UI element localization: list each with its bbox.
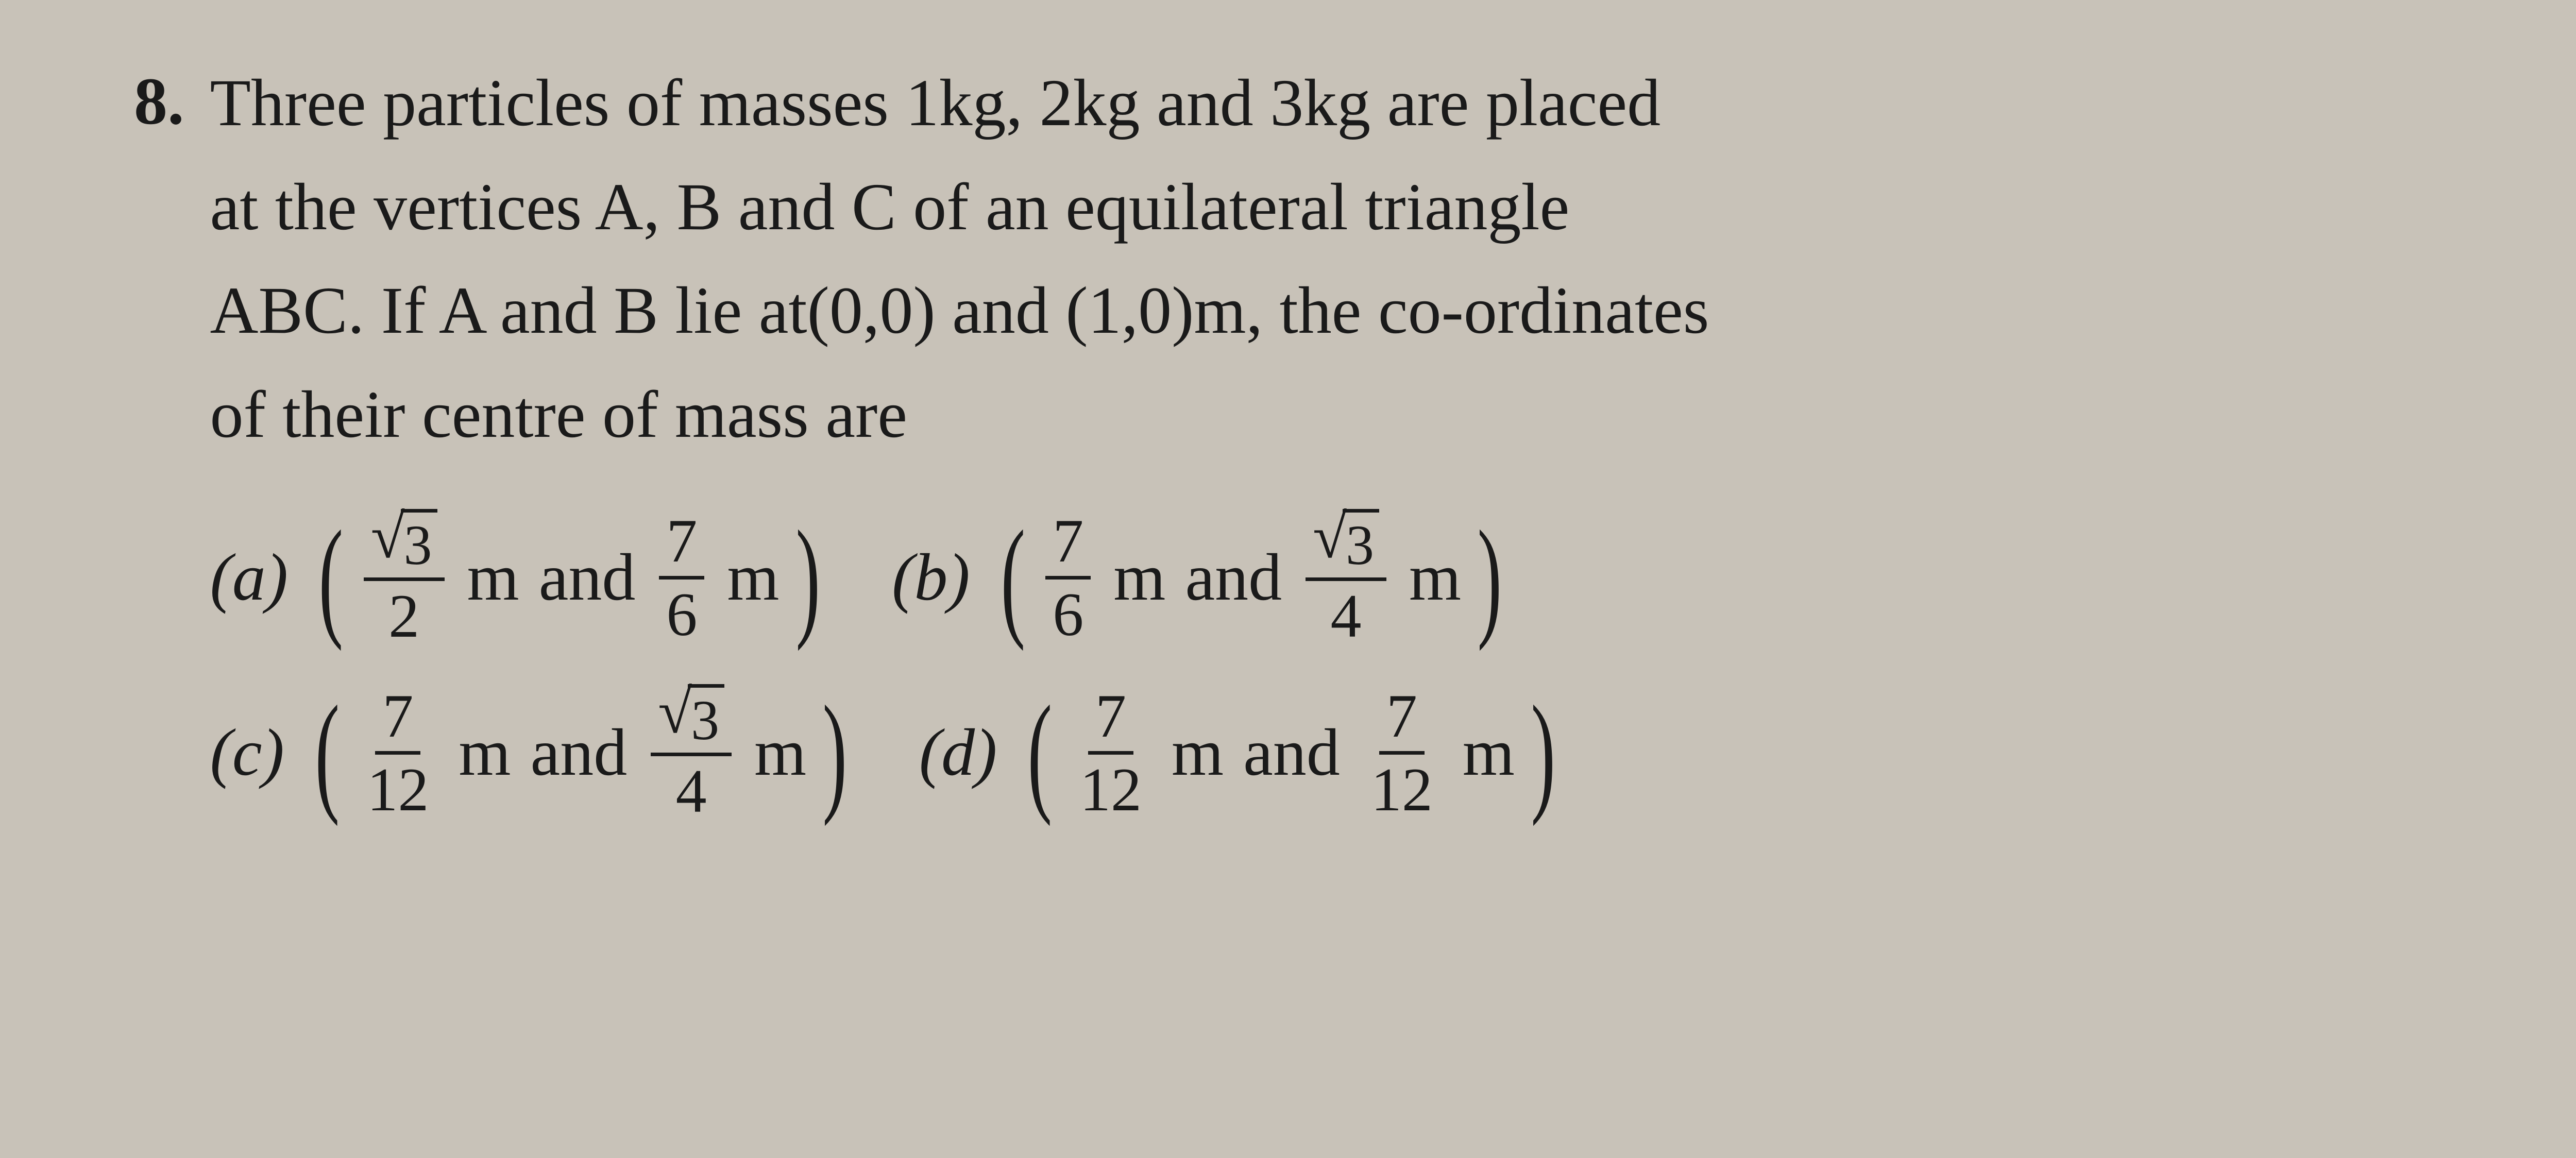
radicand: 3	[1343, 509, 1379, 573]
unit: m	[1172, 714, 1224, 791]
stem-line-2: at the vertices A, B and C of an equilat…	[210, 156, 2576, 260]
frac-den: 6	[1045, 580, 1091, 645]
unit: m	[1113, 539, 1165, 616]
option-row-1: (a) ( √ 3 2	[210, 508, 2576, 647]
option-c-label: (c)	[210, 714, 284, 791]
option-a-inner: √ 3 2 m and 7 6	[360, 508, 779, 647]
frac-num: 7	[1088, 685, 1133, 755]
option-b-frac-2: √ 3 4	[1306, 508, 1386, 647]
question-body: Three particles of masses 1kg, 2kg and 3…	[210, 52, 2576, 822]
question-wrapper: 8. Three particles of masses 1kg, 2kg an…	[134, 52, 2576, 822]
open-paren: (	[319, 524, 344, 631]
radical-icon: √	[1313, 506, 1347, 568]
frac-den: 4	[669, 756, 714, 822]
unit: m	[467, 539, 519, 616]
open-paren: (	[1028, 699, 1053, 806]
option-c-frac-2: √ 3 4	[651, 683, 732, 822]
and-text: and	[539, 539, 636, 616]
option-d-frac-1: 7 12	[1073, 685, 1149, 821]
option-a-content: ( √ 3 2 m	[309, 508, 830, 647]
option-a: (a) ( √ 3 2	[210, 508, 831, 647]
option-d: (d) ( 7 12 m and 7 12	[919, 685, 1566, 821]
and-text: and	[1185, 539, 1282, 616]
and-text: and	[1243, 714, 1340, 791]
option-b-frac-1: 7 6	[1045, 510, 1091, 645]
frac-num: 7	[1045, 510, 1091, 580]
frac-den: 2	[381, 581, 427, 647]
option-b: (b) ( 7 6 m and	[892, 508, 1512, 647]
frac-num: 7	[375, 685, 420, 755]
frac-num: √ 3	[651, 683, 732, 756]
option-b-content: ( 7 6 m and √	[991, 508, 1512, 647]
radicand: 3	[401, 509, 437, 573]
sqrt-wrap: √ 3	[1313, 508, 1379, 573]
option-b-inner: 7 6 m and √ 3	[1041, 508, 1461, 647]
frac-num: 7	[659, 510, 704, 580]
frac-den: 12	[1073, 755, 1149, 821]
option-d-label: (d)	[919, 714, 997, 791]
option-d-frac-2: 7 12	[1364, 685, 1440, 821]
frac-num: √ 3	[1306, 508, 1386, 581]
radicand: 3	[688, 684, 724, 748]
sqrt-wrap: √ 3	[371, 508, 437, 573]
close-paren: )	[823, 699, 848, 806]
option-c: (c) ( 7 12 m and	[210, 683, 857, 822]
open-paren: (	[1001, 524, 1025, 631]
question-stem: Three particles of masses 1kg, 2kg and 3…	[210, 52, 2576, 467]
option-d-inner: 7 12 m and 7 12 m	[1069, 685, 1515, 821]
unit: m	[459, 714, 511, 791]
option-d-content: ( 7 12 m and 7 12 m	[1018, 685, 1565, 821]
option-row-2: (c) ( 7 12 m and	[210, 683, 2576, 822]
options-container: (a) ( √ 3 2	[210, 508, 2576, 822]
option-a-frac-1: √ 3 2	[364, 508, 445, 647]
option-c-inner: 7 12 m and √ 3	[355, 683, 806, 822]
close-paren: )	[1531, 699, 1555, 806]
frac-den: 6	[659, 580, 704, 645]
frac-den: 4	[1324, 581, 1369, 647]
option-a-frac-2: 7 6	[659, 510, 704, 645]
and-text: and	[531, 714, 628, 791]
unit: m	[1463, 714, 1515, 791]
close-paren: )	[795, 524, 820, 631]
radical-icon: √	[658, 681, 692, 743]
unit: m	[727, 539, 779, 616]
frac-den: 12	[1364, 755, 1440, 821]
unit: m	[754, 714, 806, 791]
unit: m	[1409, 539, 1461, 616]
sqrt-wrap: √ 3	[658, 683, 724, 748]
frac-den: 12	[360, 755, 436, 821]
option-b-label: (b)	[892, 539, 970, 616]
option-c-content: ( 7 12 m and √	[305, 683, 857, 822]
option-c-frac-1: 7 12	[360, 685, 436, 821]
frac-num: 7	[1379, 685, 1425, 755]
open-paren: (	[315, 699, 340, 806]
stem-line-1: Three particles of masses 1kg, 2kg and 3…	[210, 52, 2576, 156]
stem-line-3: ABC. If A and B lie at(0,0) and (1,0)m, …	[210, 259, 2576, 363]
question-number: 8.	[134, 52, 184, 822]
close-paren: )	[1478, 524, 1502, 631]
option-a-label: (a)	[210, 539, 289, 616]
radical-icon: √	[371, 506, 405, 568]
frac-num: √ 3	[364, 508, 445, 581]
stem-line-4: of their centre of mass are	[210, 363, 2576, 467]
